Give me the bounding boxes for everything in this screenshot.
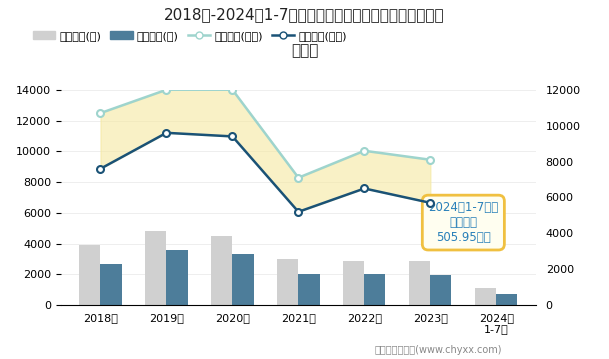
Text: 2024年1-7月末
成交面积
505.95万㎡: 2024年1-7月末 成交面积 505.95万㎡ bbox=[428, 201, 499, 244]
Bar bbox=[298, 274, 320, 305]
Legend: 出让宗数(宗), 成交宗数(宗), 出让面积(万㎡), 成交面积(万㎡): 出让宗数(宗), 成交宗数(宗), 出让面积(万㎡), 成交面积(万㎡) bbox=[29, 26, 351, 45]
Text: 2018年-2024年1-7月云南省全部用地土地供应与成交情况: 2018年-2024年1-7月云南省全部用地土地供应与成交情况 bbox=[164, 7, 445, 22]
Bar bbox=[277, 259, 298, 305]
Text: 制图：智研咨询(www.chyxx.com): 制图：智研咨询(www.chyxx.com) bbox=[375, 345, 502, 355]
Bar bbox=[211, 236, 233, 305]
Bar bbox=[431, 275, 451, 305]
Bar bbox=[364, 274, 385, 305]
Bar bbox=[343, 261, 364, 305]
Bar bbox=[100, 264, 122, 305]
Bar bbox=[496, 294, 518, 305]
Bar bbox=[146, 231, 166, 305]
Text: 统计图: 统计图 bbox=[291, 43, 318, 58]
Bar bbox=[166, 250, 188, 305]
Bar bbox=[233, 255, 253, 305]
Bar bbox=[475, 288, 496, 305]
Bar bbox=[79, 245, 100, 305]
Bar bbox=[409, 261, 431, 305]
